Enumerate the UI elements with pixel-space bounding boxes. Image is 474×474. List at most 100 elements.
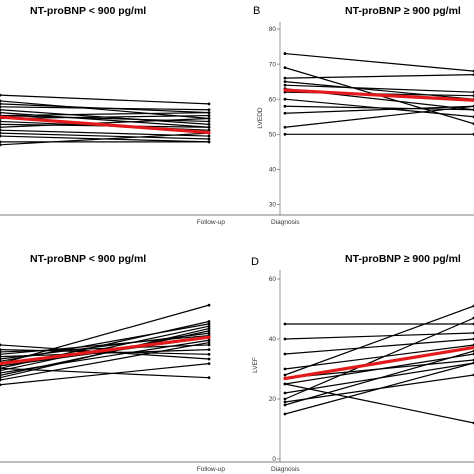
subject-point bbox=[207, 108, 211, 112]
subject-point bbox=[207, 324, 211, 328]
subject-point bbox=[0, 371, 2, 375]
subject-point bbox=[283, 66, 287, 70]
subject-line bbox=[284, 74, 474, 79]
x-tick-label: Follow-up bbox=[197, 466, 226, 473]
subject-line bbox=[0, 114, 210, 120]
plot-area: 30 40 50 60 70 80 Diagnosis bbox=[0, 22, 474, 226]
subject-point bbox=[0, 140, 2, 144]
subject-point bbox=[0, 366, 2, 370]
subject-line bbox=[0, 117, 210, 128]
subject-point bbox=[283, 391, 287, 395]
panel-letter: B bbox=[253, 5, 260, 17]
subject-point bbox=[207, 125, 211, 129]
subject-point bbox=[283, 400, 287, 404]
subject-point bbox=[283, 111, 287, 115]
subject-point bbox=[0, 105, 2, 109]
subject-point bbox=[283, 80, 287, 84]
subject-line bbox=[0, 112, 210, 117]
subject-line bbox=[284, 84, 474, 93]
subject-point bbox=[283, 412, 287, 416]
subject-point bbox=[283, 322, 287, 326]
subject-line bbox=[284, 350, 474, 406]
subject-point bbox=[283, 132, 287, 136]
mean-line bbox=[283, 88, 474, 102]
mean-line bbox=[0, 335, 211, 366]
subject-line bbox=[284, 305, 474, 376]
subject-point bbox=[207, 322, 211, 326]
subject-point bbox=[0, 108, 2, 112]
subject-point bbox=[207, 303, 211, 307]
subject-point bbox=[207, 137, 211, 141]
y-axis-label: LVEDD bbox=[257, 107, 264, 128]
plot-area: Follow-up bbox=[0, 93, 474, 226]
y-tick-label: 60 bbox=[269, 276, 277, 283]
panel-d-lvef-high: D NT-proBNP ≥ 900 pg/ml LVEF 0 20 40 60 Diag… bbox=[0, 253, 474, 473]
subject-point bbox=[207, 140, 211, 144]
subject-point bbox=[0, 131, 2, 135]
panel-title: NT-proBNP ≥ 900 pg/ml bbox=[345, 5, 461, 17]
subject-point bbox=[283, 104, 287, 108]
subject-line bbox=[0, 341, 210, 381]
subject-point bbox=[283, 83, 287, 87]
subject-point bbox=[207, 102, 211, 106]
x-tick-label: Diagnosis bbox=[271, 219, 300, 226]
subject-point bbox=[207, 348, 211, 352]
subject-line bbox=[0, 106, 210, 111]
subject-point bbox=[0, 357, 2, 361]
subject-point bbox=[283, 52, 287, 55]
plot-area: 0 20 40 60 Diagnosis bbox=[0, 270, 474, 473]
y-tick-label: 60 bbox=[269, 96, 277, 103]
subject-line bbox=[284, 105, 474, 128]
subject-point bbox=[0, 383, 2, 387]
subject-point bbox=[0, 364, 2, 368]
y-tick-label: 30 bbox=[269, 202, 277, 209]
subject-line bbox=[284, 344, 474, 370]
y-tick-label: 40 bbox=[269, 336, 277, 343]
subject-line bbox=[0, 94, 210, 105]
subject-point bbox=[0, 355, 2, 359]
subject-line bbox=[0, 363, 210, 386]
subject-point bbox=[0, 348, 2, 352]
plot-area: Follow-up bbox=[0, 303, 474, 473]
y-tick-label: 80 bbox=[269, 26, 277, 33]
subject-point bbox=[207, 320, 211, 323]
subject-point bbox=[207, 111, 211, 115]
subject-point bbox=[283, 352, 287, 356]
y-tick-label: 50 bbox=[269, 131, 277, 138]
subject-point bbox=[0, 93, 2, 97]
panel-c-lvef-low: NT-proBNP < 900 pg/ml Follow-up bbox=[0, 253, 474, 473]
subject-point bbox=[207, 352, 211, 356]
y-axis-label: LVEF bbox=[252, 357, 259, 373]
subject-point bbox=[0, 134, 2, 138]
subject-point bbox=[207, 327, 211, 330]
subject-point bbox=[207, 114, 211, 117]
subject-point bbox=[207, 329, 211, 333]
subject-point bbox=[0, 378, 2, 382]
subject-line bbox=[284, 383, 474, 424]
subject-point bbox=[0, 343, 2, 347]
subject-point bbox=[207, 341, 211, 344]
subject-point bbox=[0, 143, 2, 147]
panel-title: NT-proBNP < 900 pg/ml bbox=[30, 5, 146, 17]
subject-point bbox=[0, 99, 2, 103]
subject-point bbox=[283, 76, 287, 80]
subject-point bbox=[0, 102, 2, 106]
subject-line bbox=[284, 52, 474, 72]
subject-point bbox=[283, 367, 287, 371]
subject-point bbox=[0, 122, 2, 126]
subject-point bbox=[0, 111, 2, 115]
subject-line bbox=[0, 132, 210, 140]
panel-letter: D bbox=[251, 256, 259, 268]
panel-a-lvedd-low: NT-proBNP < 900 pg/ml Follow-up bbox=[0, 5, 474, 226]
subject-line bbox=[284, 81, 474, 100]
subject-point bbox=[207, 122, 211, 126]
y-tick-label: 20 bbox=[269, 396, 277, 403]
y-tick-label: 0 bbox=[272, 456, 276, 463]
panel-b-lvedd-high: B NT-proBNP ≥ 900 pg/ml LVEDD 30 40 50 60 70… bbox=[0, 5, 474, 226]
subject-line bbox=[0, 304, 210, 365]
subject-point bbox=[283, 397, 287, 401]
subject-point bbox=[207, 120, 211, 123]
subject-point bbox=[207, 357, 211, 361]
subject-point bbox=[207, 376, 211, 380]
